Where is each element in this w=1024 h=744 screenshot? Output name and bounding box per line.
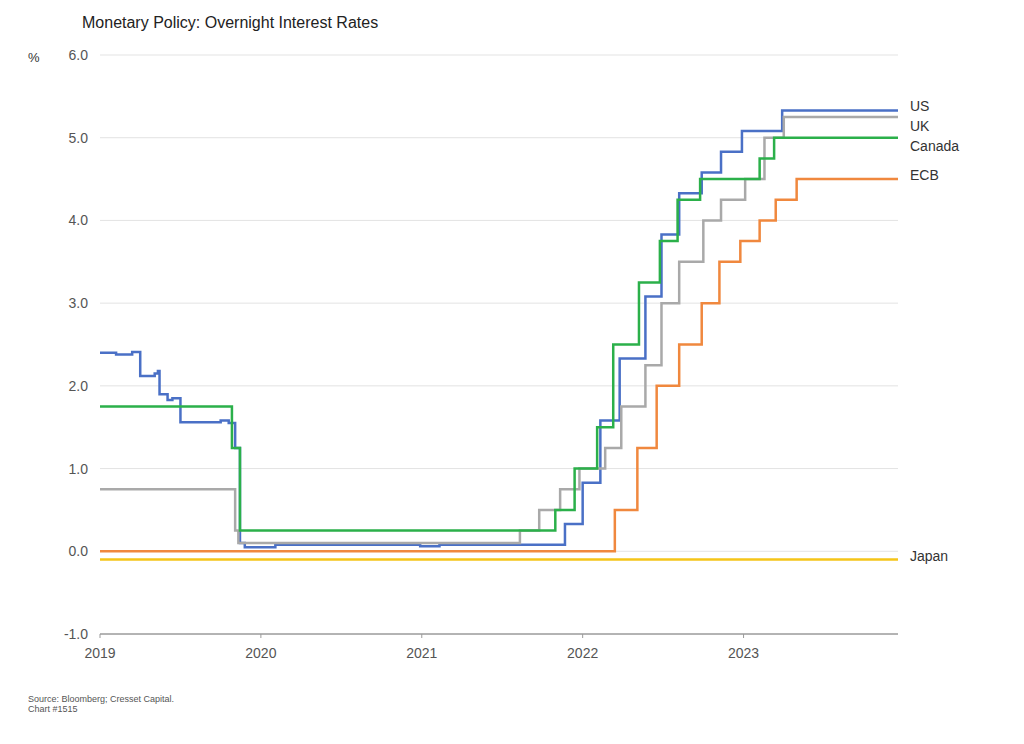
x-tick-label: 2021: [406, 645, 437, 661]
x-tick-label: 2022: [567, 645, 598, 661]
series-lines: [100, 110, 898, 559]
y-tick-label: 1.0: [69, 461, 89, 477]
series-line: [100, 117, 898, 543]
series-line: [100, 558, 898, 561]
grid-line: [100, 468, 898, 469]
footnote: Chart #1515: [28, 704, 78, 714]
footnote: Source: Bloomberg; Cresset Capital.: [28, 694, 174, 704]
series-line: [100, 138, 898, 531]
series-label: Japan: [910, 548, 948, 564]
y-tick-label: 0.0: [69, 543, 89, 559]
grid-line: [100, 55, 898, 56]
x-axis-line: [100, 634, 898, 635]
x-tick: [421, 634, 422, 638]
chart: Monetary Policy: Overnight Interest Rate…: [0, 0, 1024, 744]
title: Monetary Policy: Overnight Interest Rate…: [82, 14, 378, 31]
x-tick: [582, 634, 583, 638]
x-tick-label: 2023: [728, 645, 759, 661]
grid-line: [100, 220, 898, 221]
y-tick-label: 3.0: [69, 295, 89, 311]
series-label: US: [910, 98, 929, 114]
series-label: UK: [910, 118, 930, 134]
series-label: ECB: [910, 167, 939, 183]
series-line: [100, 179, 898, 551]
grid-line: [100, 303, 898, 304]
y-tick-label: 5.0: [69, 130, 89, 146]
y-tick-label: -1.0: [64, 626, 88, 642]
y-tick-label: 2.0: [69, 378, 89, 394]
y-axis-label: %: [28, 50, 40, 65]
grid: [100, 55, 898, 634]
y-tick-label: 4.0: [69, 212, 89, 228]
y-tick-label: 6.0: [69, 47, 89, 63]
x-tick: [260, 634, 261, 638]
x-axis-range-line: [100, 634, 898, 635]
grid-line: [100, 385, 898, 386]
x-tick-label: 2020: [245, 645, 276, 661]
x-tick: [100, 634, 101, 638]
series-label: Canada: [910, 138, 959, 154]
x-tick: [743, 634, 744, 638]
x-tick-label: 2019: [84, 645, 115, 661]
series-line: [100, 110, 898, 547]
